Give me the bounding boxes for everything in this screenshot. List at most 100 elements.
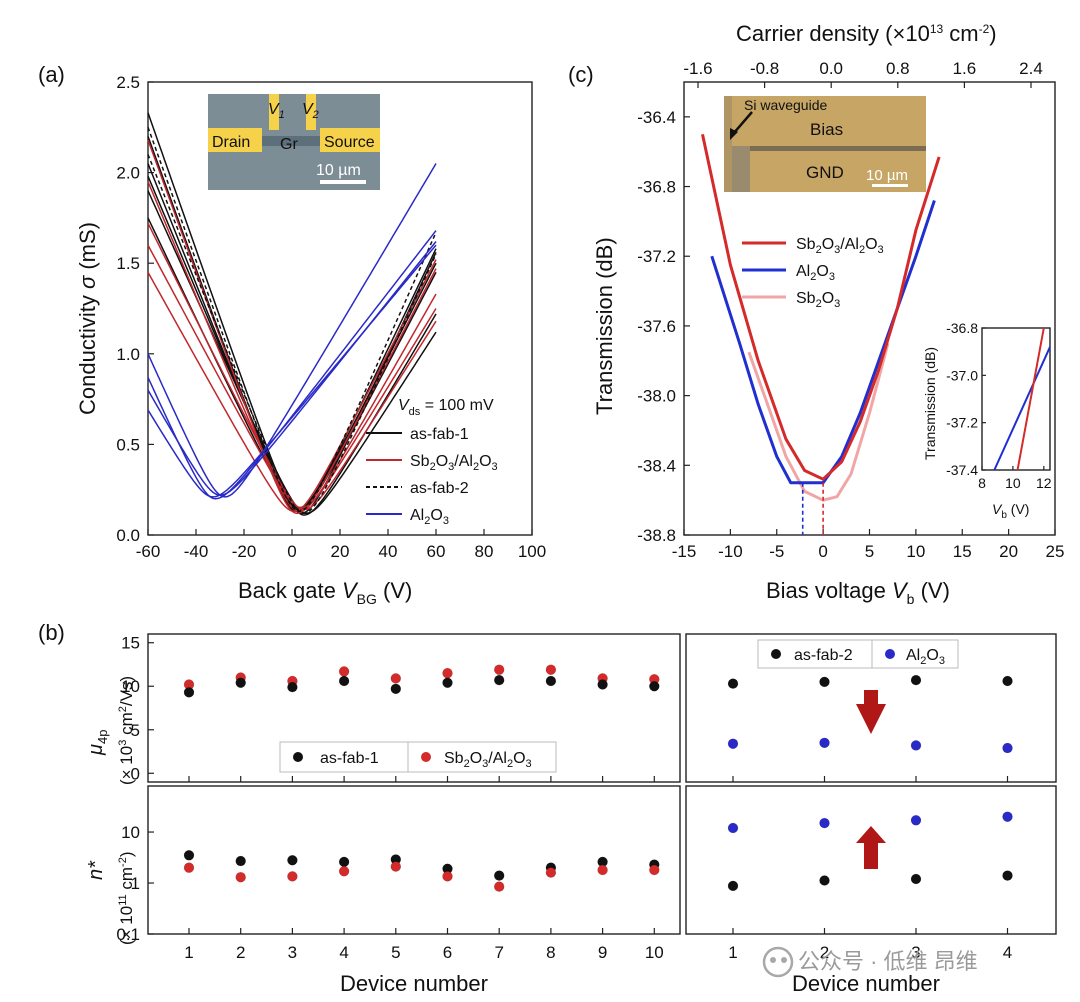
panel-b-mu-right-frame (685, 633, 1057, 783)
c-toptick-label: -1.6 (683, 59, 712, 78)
b-n-treated-point (183, 862, 195, 873)
b-mu-treated-point (390, 673, 402, 684)
arrow-up-icon (856, 826, 886, 869)
a-curve-al2o3 (147, 230, 437, 500)
c-ytick-label: -37.6 (637, 317, 676, 336)
b-n-treated-point (597, 864, 608, 876)
b-right-xtick-label: 4 (1003, 943, 1012, 962)
a-curve-sb2o3al2o3 (147, 222, 437, 511)
legend-c-sb2o3-al2o3: Sb2O3/Al2O3 (796, 236, 884, 256)
inset-c-scale-bar (872, 184, 908, 187)
b-mu-asfab1-point (338, 675, 350, 687)
b-left-xtick-label: 2 (236, 943, 245, 962)
b-mu-asfab1-point (493, 674, 505, 686)
legend-b-as-fab-1-marker (293, 752, 303, 762)
legend-b-sb2o3-al2o3: Sb2O3/Al2O3 (444, 750, 532, 770)
mini-curve-sb2o3al2o3 (1016, 327, 1045, 471)
b-mu-asfab1-point (649, 680, 660, 692)
panel-c-xlabel: Bias voltage Vb (V) (766, 578, 950, 607)
mini-xtick-label: 8 (978, 475, 986, 491)
b-mu-asfab2-point (1002, 675, 1013, 687)
b-left-xtick-label: 1 (184, 943, 193, 962)
b-mu-asfab1-point (287, 681, 298, 693)
panel-a-curves (147, 112, 437, 516)
b-left-xtick-label: 3 (288, 943, 297, 962)
b-mu-asfab1-point (597, 679, 608, 690)
b-n-treated-point (338, 866, 350, 877)
panel-a-label: (a) (38, 62, 65, 87)
mini-ytick-label: -37.4 (946, 462, 978, 478)
b-mu-asfab1-point (390, 683, 402, 695)
c-xtick-label: 15 (953, 542, 972, 561)
b-mu-al2o3-point (819, 737, 830, 749)
b-mu-ytick-label: 15 (121, 634, 140, 653)
a-xtick-label: -40 (184, 542, 209, 561)
panel-b-xlabel-left: Device number (340, 971, 488, 996)
c-toptick-label: 1.6 (953, 59, 977, 78)
panel-b-n-left-frame (147, 785, 681, 935)
a-ytick-label: 2.0 (116, 164, 140, 183)
b-n-asfab1-point (338, 856, 350, 868)
a-ytick-label: 2.5 (116, 73, 140, 92)
b-n-ytick-label: 1 (131, 874, 140, 893)
b-left-xtick-label: 5 (391, 943, 400, 962)
inset-drain-label: Drain (212, 134, 250, 151)
a-xtick-label: 80 (475, 542, 494, 561)
c-toptick-label: 2.4 (1019, 59, 1043, 78)
b-n-asfab2-point (910, 873, 922, 885)
mini-inset-xlabel: Vb (V) (992, 501, 1029, 521)
mini-ytick-label: -36.8 (946, 320, 978, 336)
b-n-al2o3-point (819, 817, 830, 829)
panel-c-label: (c) (568, 62, 594, 87)
inset-scale-label: 10 µm (316, 162, 361, 179)
legend-b-as-fab-2-marker (771, 649, 781, 659)
b-mu-asfab1-point (183, 687, 195, 698)
b-left-xtick-label: 6 (443, 943, 452, 962)
b-left-xtick-label: 10 (645, 943, 664, 962)
b-right-xtick-label: 2 (820, 943, 829, 962)
a-xtick-label: 60 (427, 542, 446, 561)
panel-b-n-right-frame (685, 785, 1057, 935)
panel-b-legend-right: as-fab-2 Al2O3 (757, 639, 959, 669)
b-n-treated-point (649, 864, 660, 876)
panel-c-legend: Sb2O3/Al2O3 Al2O3 Sb2O3 (742, 236, 884, 310)
c-ytick-label: -38.4 (637, 456, 676, 475)
legend-c-sb2o3: Sb2O3 (796, 290, 840, 310)
b-left-xtick-label: 9 (598, 943, 607, 962)
b-n-asfab1-point (287, 854, 298, 866)
inset-si-waveguide-label: Si waveguide (744, 97, 827, 113)
watermark-text: 公众号 · 低维 昂维 (798, 949, 978, 974)
b-mu-asfab1-point (442, 677, 453, 689)
b-n-asfab2-point (819, 875, 830, 886)
c-xtick-label: 10 (906, 542, 925, 561)
a-curve-sb2o3al2o3 (147, 244, 437, 509)
c-xtick-label: 0 (818, 542, 827, 561)
b-mu-al2o3-point (1002, 742, 1013, 754)
b-n-ytick-label: 10 (121, 823, 140, 842)
c-curve-sb2o3al2o3 (701, 133, 941, 481)
a-xtick-label: -60 (136, 542, 161, 561)
a-curve-al2o3 (147, 163, 437, 498)
arrow-down-icon (856, 690, 886, 734)
b-n-asfab1-point (183, 850, 195, 861)
legend-as-fab-2: as-fab-2 (410, 480, 469, 497)
panel-c-ylabel: Transmission (dB) (592, 237, 617, 415)
legend-b-as-fab-1: as-fab-1 (320, 750, 379, 767)
c-toptick-label: -0.8 (750, 59, 779, 78)
b-mu-al2o3-point (727, 738, 739, 749)
c-ytick-label: -36.8 (637, 178, 676, 197)
b-mu-treated-point (493, 664, 505, 675)
a-xtick-label: 0 (287, 542, 296, 561)
a-xtick-label: -20 (232, 542, 257, 561)
panel-b-ticks: 0 5 10 15 0.1 1 10 1 2 3 4 5 6 7 8 9 10 1 2 3 4 (116, 634, 1012, 962)
b-mu-al2o3-point (910, 740, 922, 751)
legend-b-al2o3: Al2O3 (906, 647, 945, 667)
mini-xtick-label: 10 (1005, 475, 1021, 491)
b-right-xtick-label: 1 (728, 943, 737, 962)
panel-c-mini-inset-frame (981, 327, 1051, 471)
panel-b-n-ylabel: n* (85, 860, 107, 880)
c-ytick-label: -36.4 (637, 108, 676, 127)
c-xtick-label: -5 (769, 542, 784, 561)
